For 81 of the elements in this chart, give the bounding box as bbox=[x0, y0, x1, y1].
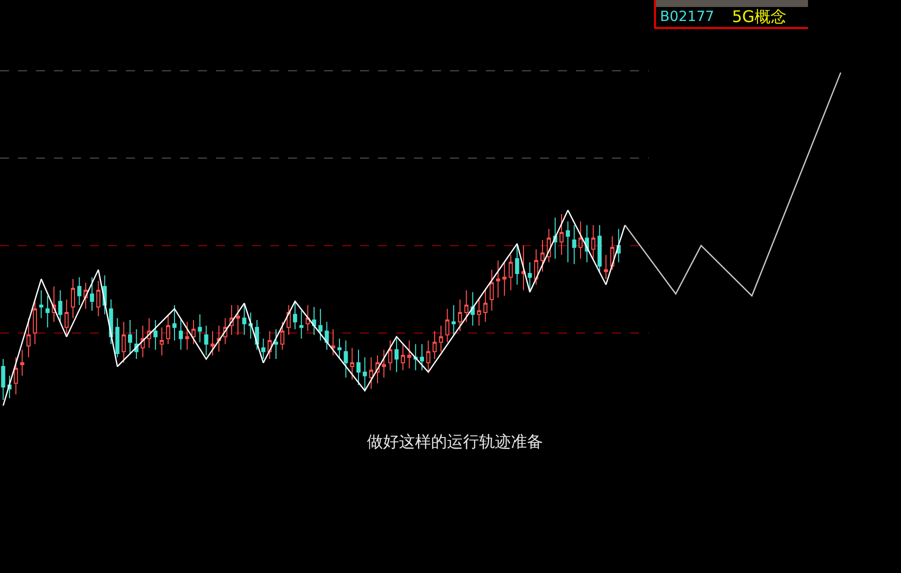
candlestick bbox=[350, 347, 354, 380]
candlestick bbox=[153, 319, 158, 350]
candlestick bbox=[420, 344, 424, 371]
candlestick bbox=[470, 292, 475, 326]
candlestick bbox=[534, 248, 538, 286]
candlestick bbox=[122, 321, 126, 364]
candlestick bbox=[14, 356, 18, 395]
candlestick bbox=[306, 304, 310, 332]
candlestick bbox=[160, 326, 164, 356]
candlestick bbox=[337, 338, 342, 360]
candlestick bbox=[185, 321, 190, 350]
candlestick bbox=[242, 302, 246, 336]
candlestick bbox=[598, 224, 602, 272]
label-box: B02177 5G概念 bbox=[654, 0, 808, 29]
candlestick bbox=[490, 269, 494, 312]
candlestick bbox=[407, 340, 412, 369]
candlestick bbox=[1, 358, 6, 400]
candlestick bbox=[452, 304, 456, 336]
candlestick bbox=[508, 254, 513, 291]
candlestick bbox=[90, 276, 94, 312]
candlestick bbox=[426, 340, 430, 373]
text: 做好这样的运行轨迹准备 bbox=[367, 432, 543, 451]
candlestick bbox=[198, 314, 202, 343]
candlestick bbox=[96, 280, 100, 317]
candlestick bbox=[604, 254, 608, 280]
candlestick bbox=[312, 306, 316, 336]
candlestick bbox=[70, 278, 76, 319]
candlestick bbox=[344, 340, 348, 378]
candlestick bbox=[128, 319, 132, 354]
candlestick bbox=[64, 299, 69, 336]
candlestick bbox=[26, 318, 31, 358]
candlestick bbox=[166, 314, 170, 345]
candlestick bbox=[39, 290, 44, 319]
candlestick bbox=[261, 338, 266, 360]
candlestick bbox=[521, 245, 526, 291]
candlestick bbox=[236, 304, 240, 336]
candlestick bbox=[299, 310, 304, 340]
candlestick bbox=[394, 338, 399, 373]
candlestick bbox=[432, 330, 437, 360]
candlestick bbox=[356, 349, 361, 386]
candlestick bbox=[58, 290, 62, 322]
candlestick bbox=[464, 290, 468, 322]
candlestick bbox=[572, 224, 576, 265]
candlestick bbox=[178, 318, 183, 350]
candlestick bbox=[216, 325, 221, 352]
candlestick bbox=[147, 318, 152, 348]
candlestick bbox=[324, 321, 329, 350]
candlestick bbox=[502, 262, 506, 296]
candlestick bbox=[46, 295, 50, 328]
candlestick bbox=[318, 308, 322, 341]
candlestick bbox=[496, 260, 500, 298]
candlestick bbox=[445, 308, 450, 343]
candlestick bbox=[578, 220, 583, 260]
candlestick bbox=[369, 356, 374, 390]
candlestick bbox=[210, 330, 215, 356]
candlestick bbox=[400, 344, 405, 371]
candlestick bbox=[77, 276, 82, 306]
candlestick bbox=[540, 239, 545, 272]
candlestick bbox=[115, 318, 120, 358]
candlestick bbox=[566, 220, 570, 263]
candlestick bbox=[172, 304, 177, 341]
candlestick bbox=[274, 328, 278, 360]
candlestick bbox=[280, 321, 284, 350]
candlestick bbox=[438, 325, 444, 352]
candlestick bbox=[388, 340, 392, 371]
candlestick bbox=[286, 304, 291, 336]
candlestick bbox=[483, 288, 488, 322]
candlestick bbox=[248, 312, 253, 340]
candlestick bbox=[204, 325, 208, 356]
candlestick bbox=[292, 300, 298, 330]
candlestick bbox=[362, 356, 367, 392]
candlestick bbox=[382, 349, 386, 378]
candlestick bbox=[191, 319, 196, 345]
candlestick bbox=[458, 299, 462, 332]
candlestick bbox=[20, 349, 24, 376]
candlestick bbox=[591, 224, 596, 260]
candlestick bbox=[515, 245, 520, 286]
candlestick bbox=[331, 328, 336, 356]
candlestick bbox=[559, 213, 564, 256]
candlestick bbox=[477, 297, 482, 326]
candlestick bbox=[32, 299, 37, 345]
